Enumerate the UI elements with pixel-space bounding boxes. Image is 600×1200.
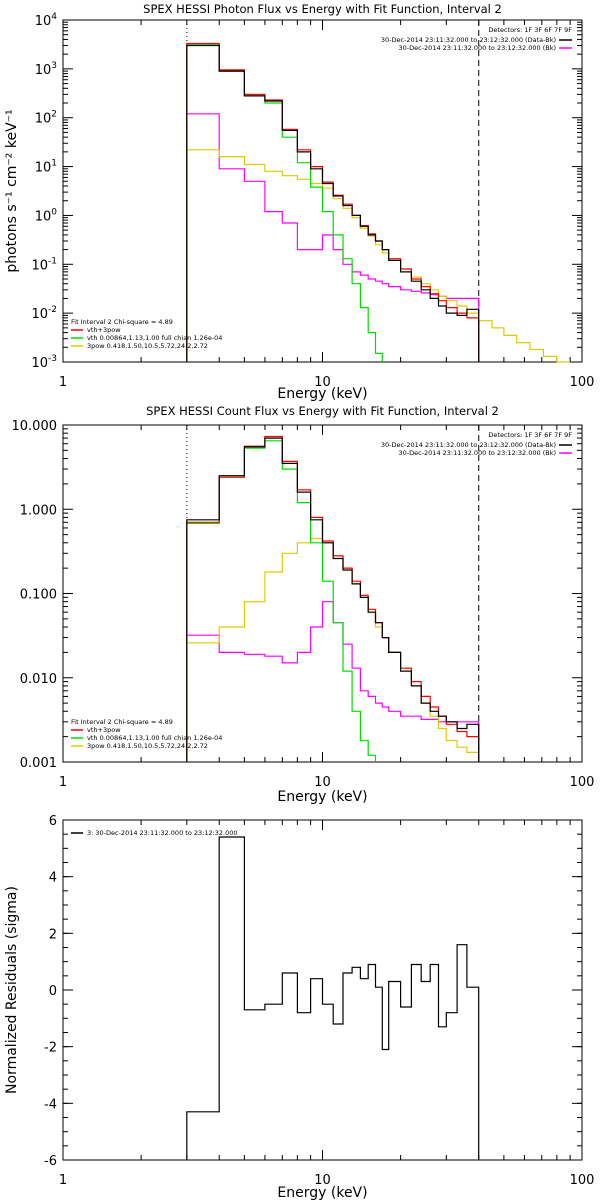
y-tick-label: -2 [44,1041,57,1056]
legend-entry-label: 3pow 0.418,1.50,10.5,5.72,24.2,2.72 [87,342,208,350]
y-tick-label: 104 [35,12,58,29]
legend-entry-label: 3: 30-Dec-2014 23:11:32.000 to 23:12:32.… [87,829,238,837]
y-tick-label: 102 [35,110,57,127]
y-tick-label: 1.000 [20,503,57,518]
x-tick-label: 100 [570,375,595,390]
x-axis-label: Energy (keV) [277,789,367,805]
y-tick-label: 10.000 [12,419,58,434]
x-axis-label: Energy (keV) [277,1185,367,1200]
photon-flux-panel: SPEX HESSI Photon Flux vs Energy with Fi… [4,2,594,402]
y-tick-label: 6 [49,814,57,829]
y-tick-label: 0.010 [20,672,57,687]
y-tick-label: 10-3 [31,354,57,371]
detector-legend: Detectors: 1F 3F 6F 7F 9F [488,26,572,34]
series-3pow [186,537,480,762]
count-flux-panel: SPEX HESSI Count Flux vs Energy with Fit… [12,404,595,805]
legend-entry-label: 30-Dec-2014 23:11:32.000 to 23:12:32.000… [399,44,557,52]
y-axis-label: photons s⁻¹ cm⁻² keV⁻¹ [4,109,20,272]
legend-entry-label: 30-Dec-2014 23:11:32.000 to 23:12:32.000… [381,36,556,44]
y-axis-label: Normalized Residuals (sigma) [4,886,20,1094]
x-tick-label: 100 [570,1173,595,1188]
y-tick-label: 101 [35,159,57,176]
x-tick-label: 10 [314,775,331,790]
y-tick-label: 2 [49,927,57,942]
x-tick-label: 1 [59,375,67,390]
series-bk [186,113,480,362]
series-residuals [186,836,480,1160]
x-axis-label: Energy (keV) [277,386,367,402]
series-data-bk [186,437,480,762]
fit-legend-header: Fit Interval 2 Chi-square = 4.89 [71,718,173,726]
y-tick-label: 10-1 [31,256,57,273]
chart-title: SPEX HESSI Photon Flux vs Energy with Fi… [143,2,502,16]
legend-entry-label: vth+3pow [87,326,121,334]
legend-entry-label: 30-Dec-2014 23:11:32.000 to 23:12:32.000… [381,441,556,449]
fit-legend-header: Fit Interval 2 Chi-square = 4.89 [71,318,173,326]
legend-entry-label: 30-Dec-2014 23:11:32.000 to 23:12:32.000… [399,449,557,457]
x-tick-label: 10 [314,1173,331,1188]
y-tick-label: 10-2 [31,305,57,322]
series-vth [186,440,377,762]
series-data-bk [186,44,480,362]
legend-entry-label: vth 0.00864,1.13,1.00 full chian 1.26e-0… [87,734,222,742]
legend-entry-label: vth 0.00864,1.13,1.00 full chian 1.26e-0… [87,334,222,342]
residuals-panel: 1 10 100 Energy (keV) -6 -4 -2 0 2 4 6 Normalized R… [4,814,594,1200]
series-vth-3pow [186,42,480,362]
y-tick-label: -4 [44,1097,57,1112]
y-tick-label: 0.001 [20,756,57,771]
y-tick-label: 103 [35,61,57,78]
chart-title: SPEX HESSI Count Flux vs Energy with Fit… [146,404,499,418]
x-tick-label: 1 [59,775,67,790]
legend-entry-label: 3pow 0.418,1.50,10.5,5.72,24.2,2.72 [87,742,208,750]
y-tick-label: 0 [49,984,57,999]
x-tick-label: 100 [570,775,595,790]
x-tick-label: 1 [59,1173,67,1188]
series-bk [186,601,480,762]
series-vth [186,43,383,362]
y-tick-label: 100 [35,207,58,224]
legend-entry-label: vth+3pow [87,726,121,734]
y-tick-label: 4 [49,871,57,886]
x-tick-label: 10 [314,375,331,390]
y-tick-label: 0.100 [20,588,57,603]
plot-frame [62,424,583,763]
y-tick-label: -6 [44,1154,57,1169]
detector-legend: Detectors: 1F 3F 6F 7F 9F [488,431,572,439]
